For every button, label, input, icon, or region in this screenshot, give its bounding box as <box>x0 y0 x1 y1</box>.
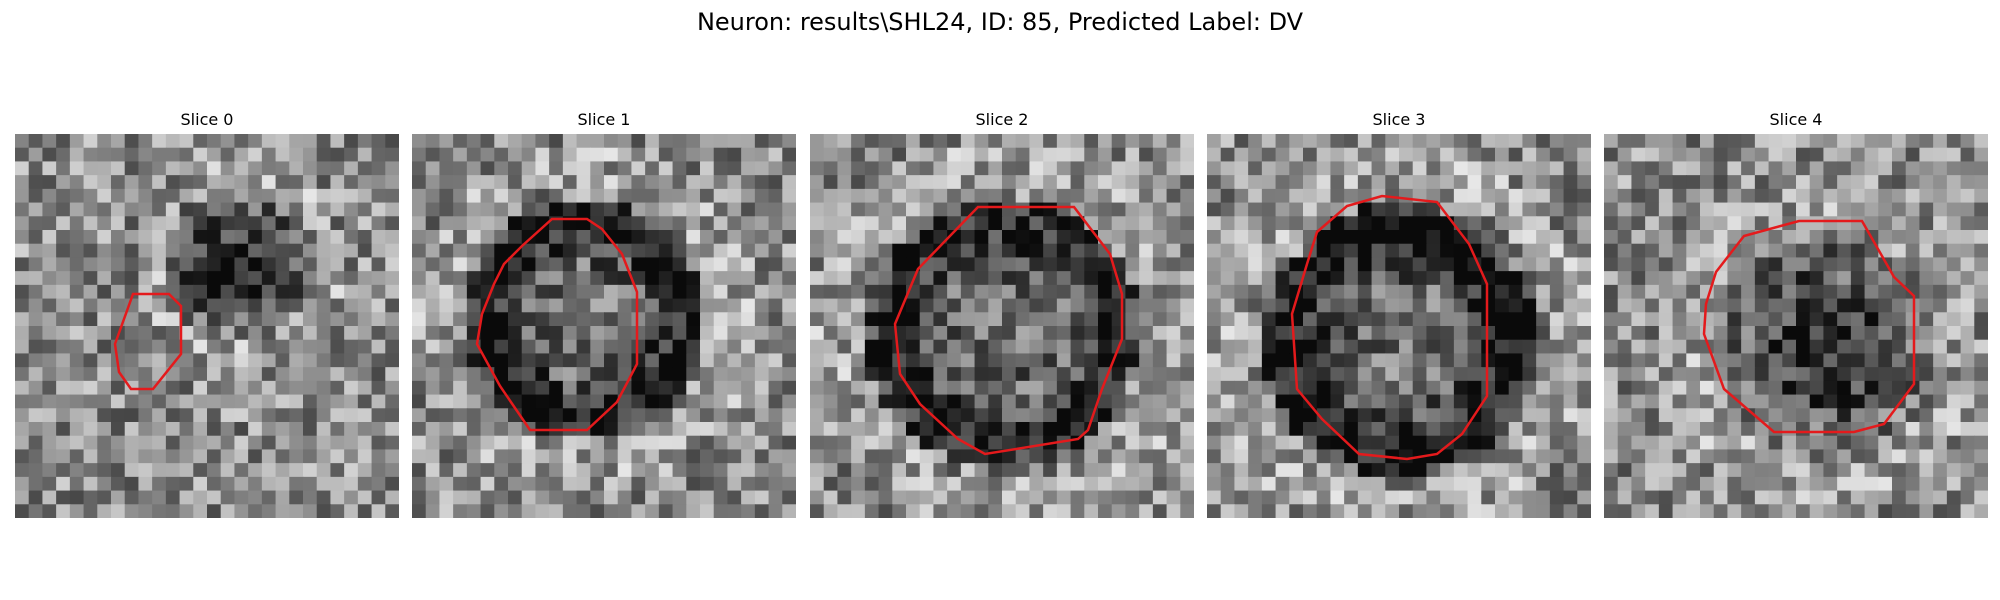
slice-title-1: Slice 1 <box>412 110 796 130</box>
slice-title-2: Slice 2 <box>810 110 1194 130</box>
figure-title: Neuron: results\SHL24, ID: 85, Predicted… <box>0 6 2000 38</box>
grayscale-microscopy-slice <box>810 134 1194 518</box>
slice-image-2 <box>810 134 1194 518</box>
slice-title-3: Slice 3 <box>1207 110 1591 130</box>
grayscale-microscopy-slice <box>15 134 399 518</box>
slice-title-0: Slice 0 <box>15 110 399 130</box>
grayscale-microscopy-slice <box>412 134 796 518</box>
slice-image-0 <box>15 134 399 518</box>
slice-image-1 <box>412 134 796 518</box>
slice-image-3 <box>1207 134 1591 518</box>
slice-image-4 <box>1604 134 1988 518</box>
slice-title-4: Slice 4 <box>1604 110 1988 130</box>
grayscale-microscopy-slice <box>1207 134 1591 518</box>
grayscale-microscopy-slice <box>1604 134 1988 518</box>
